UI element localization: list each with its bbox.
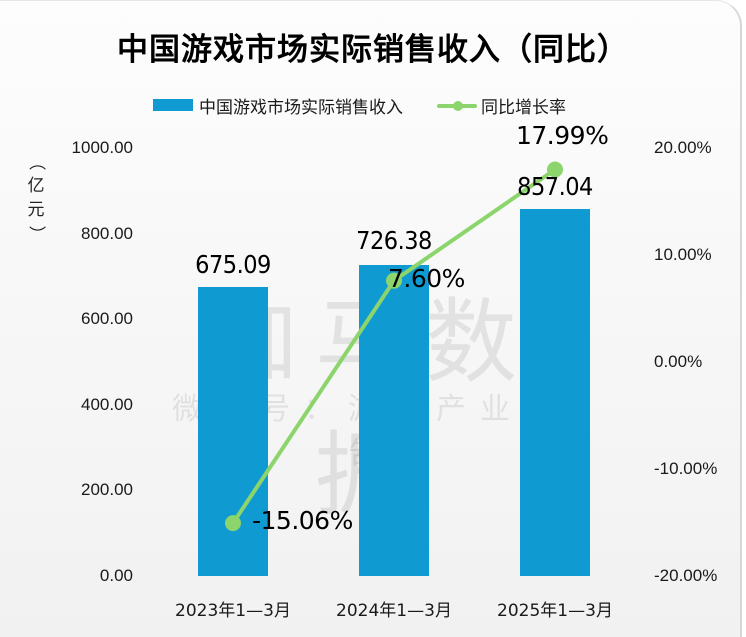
y-axis-title: （ 亿 元 ）: [26, 153, 46, 243]
chart-title: 中国游戏市场实际销售收入（同比）: [117, 32, 629, 68]
legend-line-label: 同比增长率: [481, 97, 566, 118]
line-marker-icon: [225, 515, 241, 532]
growth-value-label: -15.06%: [252, 506, 353, 535]
bar-value-label: 857.04: [517, 172, 593, 201]
y2-tick-label: -20.00%: [654, 566, 718, 585]
legend-bar-swatch-icon: [153, 99, 193, 111]
legend: 中国游戏市场实际销售收入 同比增长率: [153, 93, 566, 118]
y-tick-label: 800.00: [81, 223, 133, 243]
y-tick-label: 600.00: [81, 309, 133, 329]
y2-tick-label: 20.00%: [654, 138, 712, 157]
x-tick-label: 2025年1—3月: [497, 601, 613, 621]
line-marker-icon: [386, 272, 402, 289]
bar-value-label: 675.09: [195, 250, 271, 279]
y2-tick-label: 10.00%: [654, 245, 712, 264]
growth-value-label: 17.99%: [516, 121, 609, 150]
y-tick-label: 0.00: [99, 566, 133, 585]
legend-line-swatch-icon: [437, 99, 477, 111]
y2-tick-label: -10.00%: [654, 459, 718, 478]
y-tick-label: 400.00: [81, 394, 133, 414]
growth-value-label: 7.60%: [388, 264, 465, 293]
x-tick-label: 2023年1—3月: [175, 601, 291, 621]
y2-tick-label: 0.00%: [654, 352, 703, 371]
x-tick-label: 2024年1—3月: [336, 601, 452, 621]
legend-bar-label: 中国游戏市场实际销售收入: [199, 97, 403, 118]
y-tick-label: 200.00: [81, 480, 133, 500]
y-tick-label: 1000.00: [71, 138, 133, 157]
line-marker-icon: [547, 161, 563, 178]
bar-value-label: 726.38: [356, 226, 432, 255]
bar: [520, 209, 590, 576]
